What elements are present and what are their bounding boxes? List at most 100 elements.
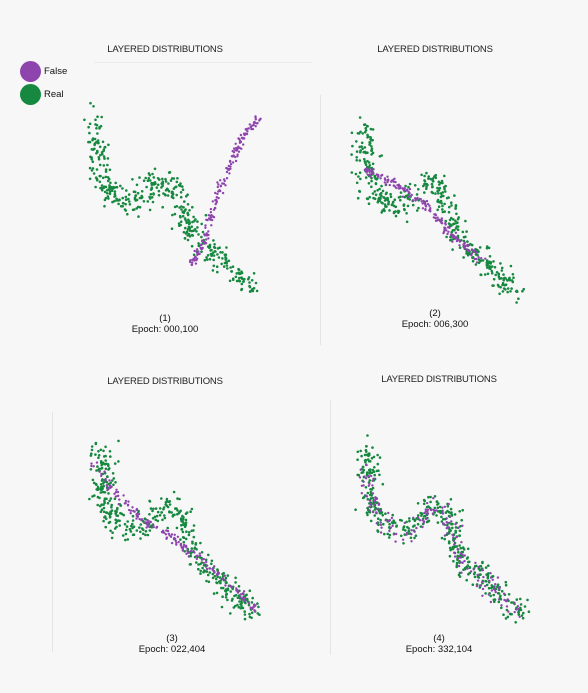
false-point xyxy=(475,584,479,588)
real-point xyxy=(425,171,428,175)
real-point xyxy=(162,507,165,511)
false-point xyxy=(467,249,470,252)
false-point xyxy=(446,232,449,236)
real-point xyxy=(93,137,97,141)
chart-caption: (4) Epoch: 332,104 xyxy=(406,633,473,655)
real-point xyxy=(439,511,442,515)
real-point xyxy=(149,507,153,510)
real-point xyxy=(502,277,506,280)
real-point xyxy=(370,179,373,183)
real-point xyxy=(171,515,175,518)
false-point xyxy=(475,261,479,264)
real-point xyxy=(206,258,209,261)
real-point xyxy=(117,460,120,463)
real-point xyxy=(487,564,490,567)
false-point xyxy=(219,179,222,182)
real-point xyxy=(368,479,372,482)
real-point xyxy=(149,192,153,196)
false-point xyxy=(236,147,239,150)
real-point xyxy=(184,537,188,541)
real-point xyxy=(103,516,106,519)
real-point xyxy=(361,132,365,135)
false-point xyxy=(207,237,210,240)
real-point xyxy=(139,530,142,534)
false-point xyxy=(413,530,416,533)
real-point xyxy=(208,257,212,261)
real-point xyxy=(486,266,489,269)
false-point xyxy=(377,503,381,506)
false-point xyxy=(379,523,383,527)
real-point xyxy=(91,160,95,163)
false-point xyxy=(135,507,139,511)
false-point xyxy=(114,491,118,494)
real-point xyxy=(500,589,504,593)
real-point xyxy=(237,267,240,271)
real-point xyxy=(240,282,244,286)
real-point xyxy=(136,205,140,209)
real-point xyxy=(439,195,443,199)
real-point xyxy=(167,182,170,185)
real-point xyxy=(384,205,387,208)
real-point xyxy=(110,505,113,509)
false-point xyxy=(98,470,101,473)
false-point xyxy=(221,191,225,195)
false-point xyxy=(389,526,393,529)
real-point xyxy=(101,176,105,180)
real-point xyxy=(88,140,92,144)
real-point xyxy=(514,290,518,293)
real-point xyxy=(95,152,98,155)
real-point xyxy=(90,448,94,452)
false-point xyxy=(363,168,366,172)
real-point xyxy=(355,181,359,185)
false-point xyxy=(469,570,473,573)
real-point xyxy=(223,261,227,265)
real-point xyxy=(226,588,230,592)
real-point xyxy=(520,614,524,617)
real-point xyxy=(235,272,238,275)
false-point xyxy=(224,584,227,587)
real-point xyxy=(485,263,489,267)
false-point xyxy=(199,246,202,249)
real-point xyxy=(408,519,411,523)
real-point xyxy=(402,204,406,207)
real-point xyxy=(427,495,430,499)
real-point xyxy=(142,200,146,203)
false-point xyxy=(100,474,103,478)
false-point xyxy=(451,533,454,536)
real-point xyxy=(113,190,117,193)
real-point xyxy=(125,528,128,532)
real-point xyxy=(506,287,510,290)
real-point xyxy=(182,522,186,525)
real-point xyxy=(511,280,515,284)
real-point xyxy=(473,575,477,579)
real-point xyxy=(248,285,252,289)
real-point xyxy=(450,204,453,207)
real-point xyxy=(104,170,108,173)
real-point xyxy=(497,600,501,604)
chart-title: LAYERED DISTRIBUTIONS xyxy=(381,374,497,385)
false-point xyxy=(458,240,461,243)
real-point xyxy=(234,581,237,584)
false-point xyxy=(369,474,373,478)
legend-label-real: Real xyxy=(44,89,64,100)
real-point xyxy=(452,559,455,563)
false-point xyxy=(234,142,237,145)
false-point xyxy=(446,532,449,535)
real-point xyxy=(399,191,403,194)
real-point xyxy=(203,258,207,262)
real-point xyxy=(383,209,386,213)
real-point xyxy=(371,496,375,500)
real-point xyxy=(99,510,103,514)
real-point xyxy=(366,513,369,517)
false-point xyxy=(213,565,216,568)
false-point xyxy=(162,531,165,534)
real-point xyxy=(438,505,442,509)
false-point xyxy=(442,522,445,525)
false-point xyxy=(449,233,453,236)
real-point xyxy=(106,475,109,479)
real-point xyxy=(147,177,151,180)
real-point xyxy=(103,157,106,160)
false-point xyxy=(175,541,178,545)
false-point xyxy=(489,600,493,604)
